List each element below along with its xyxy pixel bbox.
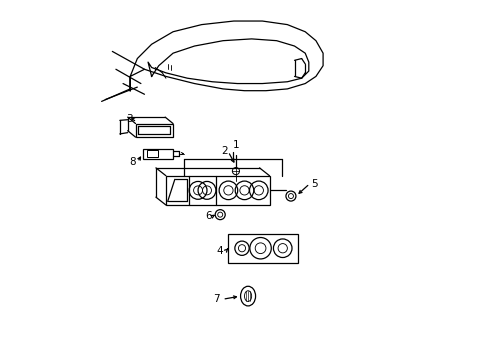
Bar xyxy=(165,176,269,205)
Bar xyxy=(142,149,173,158)
Text: 3: 3 xyxy=(126,114,132,124)
Text: 2: 2 xyxy=(221,147,227,157)
Bar xyxy=(228,234,298,263)
Text: 1: 1 xyxy=(233,140,239,150)
Text: 7: 7 xyxy=(212,294,219,304)
Bar xyxy=(135,123,173,137)
Text: 6: 6 xyxy=(204,211,211,221)
Text: 5: 5 xyxy=(311,179,317,189)
Text: 8: 8 xyxy=(129,157,135,167)
Text: 4: 4 xyxy=(216,246,223,256)
Bar xyxy=(147,150,158,157)
